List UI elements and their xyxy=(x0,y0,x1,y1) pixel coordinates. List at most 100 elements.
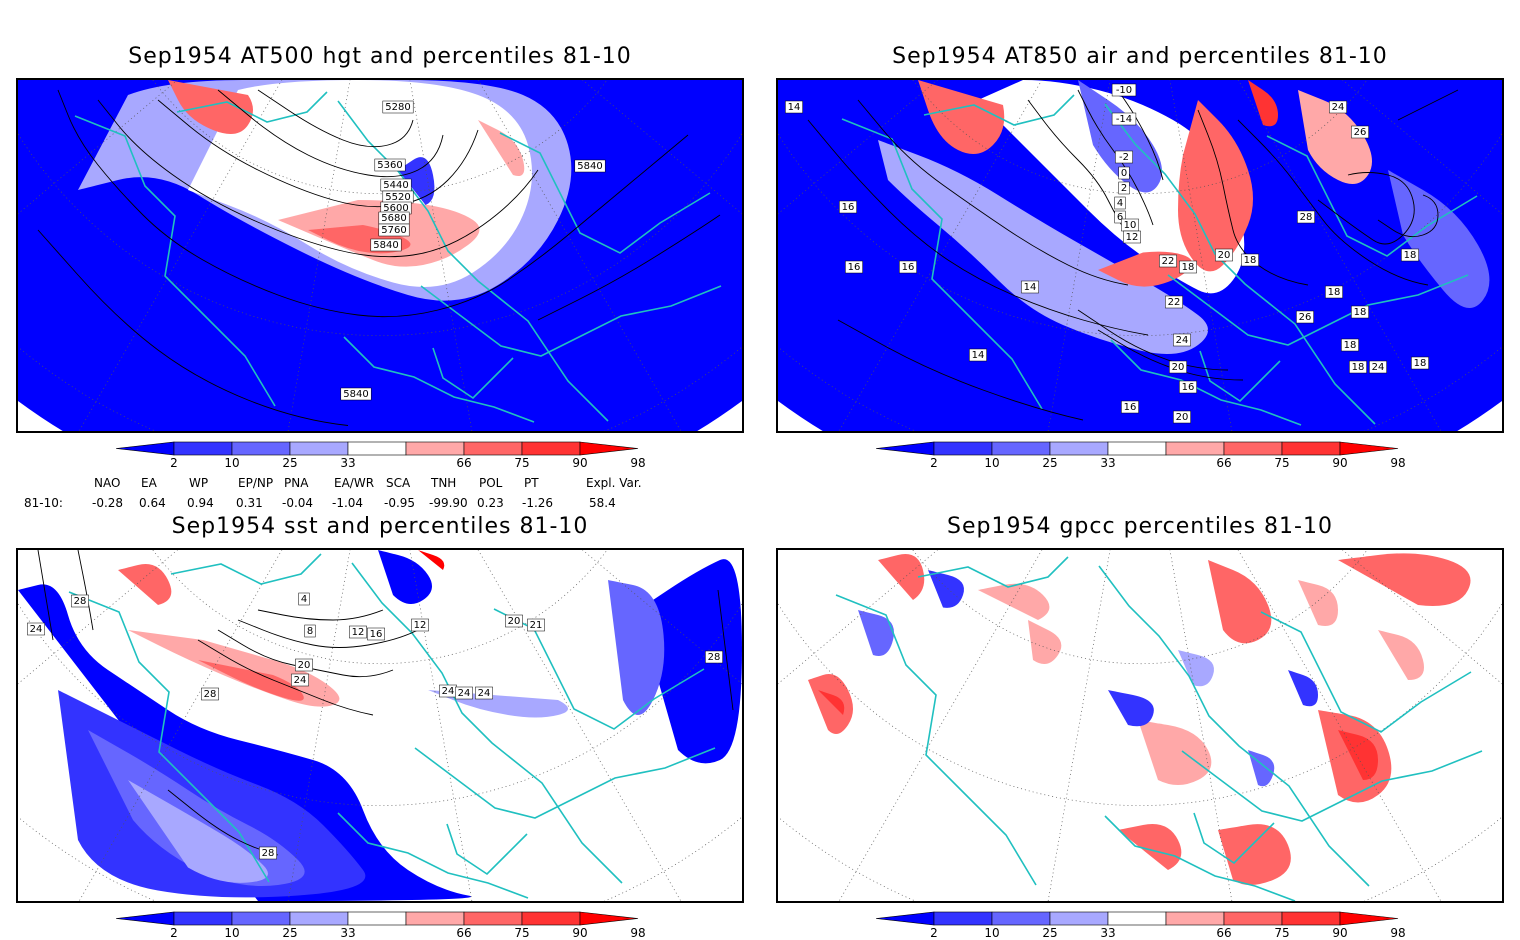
longitude-gridline xyxy=(834,550,1141,901)
precip-percentile-region xyxy=(1338,553,1471,606)
colorbar-segment xyxy=(876,441,935,456)
contour-label-box xyxy=(1241,253,1259,267)
contour-label-box xyxy=(349,625,367,639)
contour-label-box xyxy=(1111,112,1137,126)
colorbar-tick-label: 66 xyxy=(1216,456,1231,470)
contour-label: 4 xyxy=(1117,198,1123,209)
contour-label-box xyxy=(1349,360,1367,374)
precip-percentile-region xyxy=(1378,630,1424,680)
index-value: -1.04 xyxy=(332,496,364,510)
contour-line xyxy=(77,550,94,631)
contour-line xyxy=(1097,329,1244,381)
colorbar-tick-label: 98 xyxy=(1390,456,1405,470)
contour-line xyxy=(807,119,1149,336)
colorbar-segment xyxy=(289,911,349,926)
colorbar-segment xyxy=(1281,911,1341,926)
contour-label: 18 xyxy=(1182,262,1195,273)
map-panel-hgt500: 5280 5360 5440 5520 5600 5680 5760 5840 5840 5840 xyxy=(16,78,744,433)
contour-label-box xyxy=(374,158,406,172)
colorbar-segment xyxy=(579,911,639,926)
coastline xyxy=(841,118,1043,410)
colorbar-tick-label: 90 xyxy=(1332,456,1347,470)
precip-percentile-region xyxy=(978,583,1050,620)
contour-label-box xyxy=(340,387,372,401)
contour-label: 28 xyxy=(262,848,275,859)
index-header: TNH xyxy=(431,476,457,490)
contour-label: 26 xyxy=(1354,127,1367,138)
contour-line xyxy=(237,619,419,648)
coastline xyxy=(1199,350,1281,403)
colorbar-segment xyxy=(173,911,233,926)
panel-title-4: Sep1954 gpcc percentiles 81-10 xyxy=(947,514,1333,539)
contour-label-box xyxy=(1169,360,1187,374)
contour-label: 20 xyxy=(508,616,521,627)
contour-label: 12 xyxy=(414,620,427,631)
percentile-band-75 xyxy=(1178,100,1253,272)
contour-line xyxy=(1197,109,1309,286)
longitude-gridline xyxy=(379,80,487,431)
contour-label-box xyxy=(27,622,45,636)
colorbar-segment xyxy=(1223,441,1283,456)
percentile-band-75 xyxy=(118,564,172,605)
contour-label: 12 xyxy=(352,627,365,638)
colorbar-tick-label: 2 xyxy=(930,456,938,470)
colorbar-tick-label: 10 xyxy=(984,926,999,940)
colorbar-tick-label: 66 xyxy=(1216,926,1231,940)
contour-label-box xyxy=(1115,150,1133,164)
colorbar-3: 2 10 25 33 66 75 90 98 xyxy=(116,911,646,940)
colorbar-tick-label: 25 xyxy=(282,456,297,470)
contour-label: 24 xyxy=(478,688,491,699)
longitude-gridline xyxy=(379,80,742,303)
coastline xyxy=(923,94,1075,126)
contour-label: 8 xyxy=(307,626,313,637)
contour-label-box xyxy=(411,618,429,632)
longitude-gridline xyxy=(74,80,381,431)
panel-title-1: Sep1954 AT500 hgt and percentiles 81-10 xyxy=(128,44,632,69)
contour-line xyxy=(1397,89,1459,121)
indices-row-label: 81-10: xyxy=(24,496,63,510)
map-panel-sst: 28 24 24 28 4 8 12 16 20 24 24 24 28 20 21 12 28 xyxy=(16,548,744,903)
coastline xyxy=(446,823,528,876)
contour-label: 24 xyxy=(1176,335,1189,346)
contour-label: 14 xyxy=(1024,282,1037,293)
colorbar-tick-label: 10 xyxy=(224,456,239,470)
contour-label-box xyxy=(298,592,310,606)
longitude-gridline xyxy=(1139,550,1247,901)
coastline xyxy=(68,591,270,883)
coastline xyxy=(337,812,529,899)
index-value: 0.94 xyxy=(187,496,214,510)
coastline xyxy=(1104,815,1296,901)
index-header: WP xyxy=(189,476,209,490)
contour-label: 5840 xyxy=(343,389,368,400)
contour-label: 5840 xyxy=(577,161,602,172)
percentile-band-33 xyxy=(128,780,268,883)
contour-label: 16 xyxy=(902,262,915,273)
longitude-gridline xyxy=(1139,550,1502,773)
percentile-band-25 xyxy=(608,580,665,715)
coastline xyxy=(1110,339,1302,426)
precip-percentile-region xyxy=(1028,620,1062,664)
contour-label-box xyxy=(295,658,313,672)
contour-label-box xyxy=(304,624,316,638)
percentile-band-75 xyxy=(198,660,304,701)
contour-line xyxy=(57,89,689,318)
coastline xyxy=(1167,274,1469,346)
contour-line xyxy=(1077,309,1229,371)
contour-label: 28 xyxy=(1300,212,1313,223)
index-value: -0.04 xyxy=(282,496,314,510)
coastline xyxy=(1266,135,1478,257)
index-header: PT xyxy=(524,476,539,490)
colorbar-segment xyxy=(173,441,233,456)
coastline xyxy=(1098,565,1370,887)
contour-label: 5520 xyxy=(385,192,410,203)
coastline xyxy=(420,285,722,357)
longitude-gridline xyxy=(778,550,1141,773)
map-gpcc xyxy=(778,550,1502,901)
longitude-gridline xyxy=(1139,550,1446,901)
colorbar-segment xyxy=(1339,911,1399,926)
contour-label-box xyxy=(1111,83,1137,97)
contour-label-box xyxy=(1173,410,1191,424)
contour-label: 20 xyxy=(1218,250,1231,261)
coastline xyxy=(351,562,623,884)
coastline xyxy=(1181,750,1483,822)
